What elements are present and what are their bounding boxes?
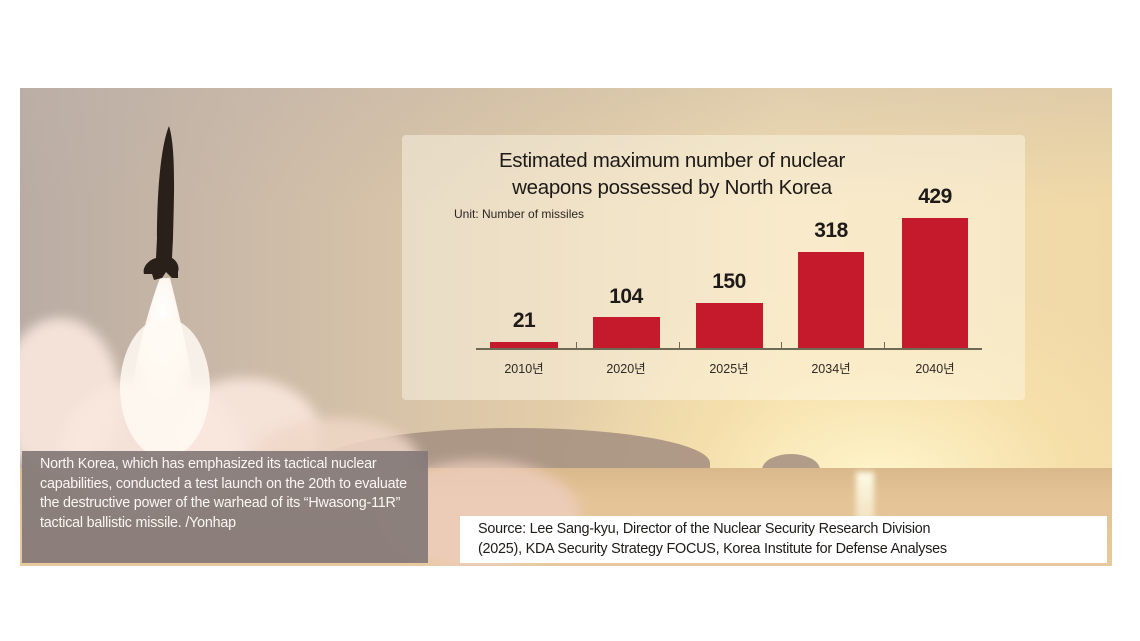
- chart-title: Estimated maximum number of nuclear weap…: [442, 147, 902, 201]
- chart-title-line-2: weapons possessed by North Korea: [512, 176, 832, 199]
- bar-2020: [593, 317, 660, 348]
- missile-icon: [120, 126, 210, 458]
- bar-label-2025: 2025년: [709, 362, 749, 376]
- bar-2040: [902, 218, 968, 348]
- bar-value-2040: 429: [918, 185, 952, 208]
- bar-value-2034: 318: [814, 219, 848, 242]
- bar-label-2010: 2010년: [504, 362, 544, 376]
- bar-2034: [798, 252, 864, 348]
- axis-tick: [576, 342, 577, 349]
- bar-label-2020: 2020년: [606, 362, 646, 376]
- axis-tick: [884, 342, 885, 349]
- bar-2010: [490, 342, 558, 348]
- chart-unit-label: Unit: Number of missiles: [454, 207, 585, 221]
- chart-title-line-1: Estimated maximum number of nuclear: [498, 149, 846, 172]
- bar-value-2020: 104: [609, 285, 643, 308]
- chart-panel: Estimated maximum number of nuclear weap…: [402, 135, 1025, 400]
- bar-label-2034: 2034년: [811, 362, 851, 376]
- photo-caption: North Korea, which has emphasized its ta…: [22, 451, 428, 563]
- bar-label-2040: 2040년: [915, 362, 955, 376]
- x-axis: [476, 348, 982, 350]
- axis-tick: [679, 342, 680, 349]
- source-line-1: Source: Lee Sang-kyu, Director of the Nu…: [478, 521, 931, 537]
- source-note: Source: Lee Sang-kyu, Director of the Nu…: [460, 516, 1107, 563]
- sky-shade: [20, 88, 1112, 208]
- axis-tick: [781, 342, 782, 349]
- source-line-2: (2025), KDA Security Strategy FOCUS, Kor…: [478, 540, 947, 557]
- bar-value-2025: 150: [712, 270, 746, 293]
- bar-value-2010: 21: [512, 309, 536, 332]
- bar-2025: [696, 303, 763, 348]
